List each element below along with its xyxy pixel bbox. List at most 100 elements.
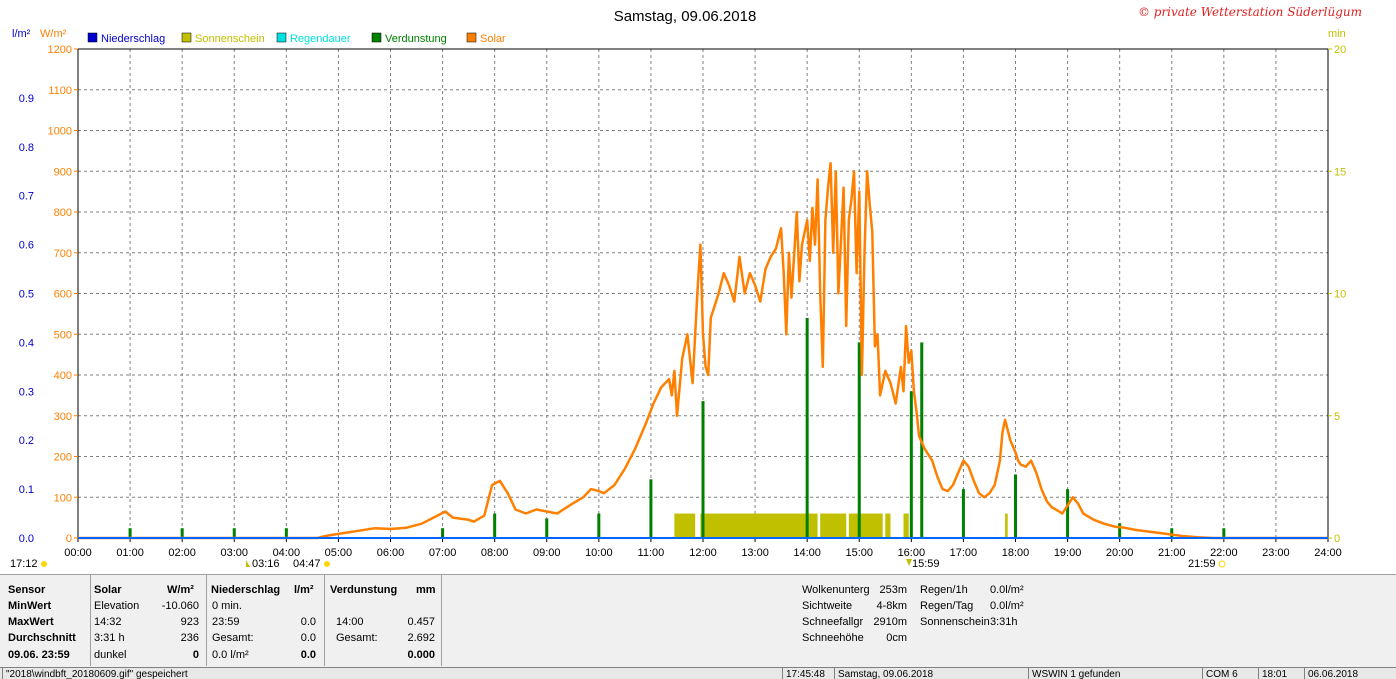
sun-dot [1218,560,1226,568]
stats-panel [0,574,1396,667]
evaporation-bar [597,513,601,538]
stats-solar-value: 0 [192,649,199,661]
y-tick-label-solar: 300 [54,411,72,423]
stats-header-verdunstung: Verdunstung [330,584,398,596]
legend-label: Sonnenschein [195,33,265,45]
rain-stat-label: Regen/1h [920,584,968,596]
y-tick-label-solar: 900 [54,166,72,178]
stats-header-sensor: Sensor [8,584,46,596]
stats-divider [90,574,91,666]
evaporation-bar [1222,528,1226,538]
sunshine-block [820,513,847,538]
stats-nied-value: 0.0 [300,649,316,661]
x-tick-label: 05:00 [325,547,353,559]
stats-verd-time: 14:00 [336,616,364,628]
legend-swatch [466,32,477,43]
y-tick-label-solar: 800 [54,207,72,219]
stats-header-solar-unit: W/m² [167,584,194,596]
y-tick-label-min: 5 [1334,411,1340,423]
unit-left-outer: l/m² [12,28,31,40]
evaporation-bar [128,528,132,538]
rain-stat-value: 3:31h [990,616,1018,628]
rain-stat-label: Regen/Tag [920,600,974,612]
y-tick-label-solar: 1100 [48,85,72,97]
extra-stat-label: Wolkenunterg [802,584,870,596]
stats-nied-value: 0.0 [300,632,316,644]
sunshine-block [674,513,696,538]
x-tick-label: 24:00 [1314,547,1342,559]
chart-title: Samstag, 09.06.2018 [614,8,757,25]
x-tick-label: 13:00 [741,547,769,559]
weather-chart: Samstag, 09.06.2018 © private Wetterstat… [10,5,1362,570]
y-tick-label-solar: 200 [54,452,72,464]
stats-nied-time: Gesamt: [212,632,254,644]
stats-verd-value: 2.692 [407,632,435,644]
x-tick-label: 21:00 [1158,547,1186,559]
status-bar: "2018\windbft_20180609.gif" gespeichert 1… [0,667,1396,679]
evaporation-bar [1014,474,1017,538]
status-bar-field: "2018\windbft_20180609.gif" gespeichert [2,668,782,679]
sun-markers: 17:12 03:16 04:47 15:59 21:59 [10,558,1226,570]
stats-solar-value: -10.060 [161,600,199,612]
legend-swatch [87,32,98,43]
unit-left-inner: W/m² [40,28,67,40]
sun-dot [41,561,47,567]
stats-nied-time: 0.0 l/m² [212,649,249,661]
stats-solar-time: 14:32 [94,616,122,628]
sunshine-block [700,513,818,538]
x-tick-label: 15:00 [845,547,873,559]
x-tick-label: 04:00 [273,547,301,559]
x-tick-label: 08:00 [481,547,509,559]
chart-legend: Niederschlag Sonnenschein Regendauer Verdun… [87,32,506,45]
x-tick-label: 17:00 [950,547,978,559]
rain-stat-value: 0.0l/m² [990,600,1024,612]
status-bar-field: WSWIN 1 gefunden [1028,668,1200,679]
y-tick-label-precip: 0.7 [19,191,34,203]
x-tick-label: 10:00 [585,547,613,559]
stats-nied-time: 0 min. [212,600,242,612]
y-tick-label-precip: 0.9 [19,93,34,105]
y-tick-label-precip: 0.6 [19,240,34,252]
y-tick-label-solar: 0 [66,533,72,545]
evaporation-bar [1066,489,1070,538]
set-marker-icon [906,559,912,566]
stats-solar-value: 923 [180,616,199,628]
sunshine-block [903,513,909,538]
x-tick-label: 18:00 [1002,547,1030,559]
rain-stat-value: 0.0l/m² [990,584,1024,596]
x-tick-label: 02:00 [168,547,196,559]
evaporation-bar [805,317,809,538]
x-tick-label: 22:00 [1210,547,1238,559]
status-bar-field: Samstag, 09.06.2018 [834,668,1026,679]
x-tick-label: 07:00 [429,547,457,559]
sun-dot [324,561,330,567]
status-bar-field: 17:45:48 [782,668,832,679]
stats-divider [206,574,207,666]
x-tick-label: 23:00 [1262,547,1290,559]
y-tick-label-solar: 700 [54,248,72,260]
evaporation-bar [701,401,705,538]
x-tick-label: 01:00 [116,547,144,559]
x-tick-label: 20:00 [1106,547,1134,559]
solar-series [78,161,1328,540]
sun-marker-dawn: 04:47 [293,558,321,570]
status-bar-field: 18:01 [1258,668,1302,679]
legend-label: Solar [480,33,506,45]
y-tick-label-precip: 0.2 [19,435,34,447]
y-tick-label-min: 10 [1334,289,1346,301]
stats-divider [324,574,325,666]
sun-marker-set: 15:59 [912,558,940,570]
legend-label: Niederschlag [101,33,165,45]
stats-verd-time: Gesamt: [336,632,378,644]
stats-verd-value: 0.457 [407,616,435,628]
status-bar-field: 06.06.2018 [1304,668,1396,679]
y-tick-label-solar: 600 [54,289,72,301]
sun-marker-left-time: 17:12 [10,558,38,570]
y-tick-label-precip: 0.3 [19,386,34,398]
stats-header-nied-unit: l/m² [294,584,314,596]
sunshine-block [885,513,891,538]
stats-verd-value: 0.000 [407,649,435,661]
extra-stat-value: 4-8km [876,600,907,612]
sunshine-series [674,513,1008,538]
y-tick-label-solar: 1200 [48,44,72,56]
